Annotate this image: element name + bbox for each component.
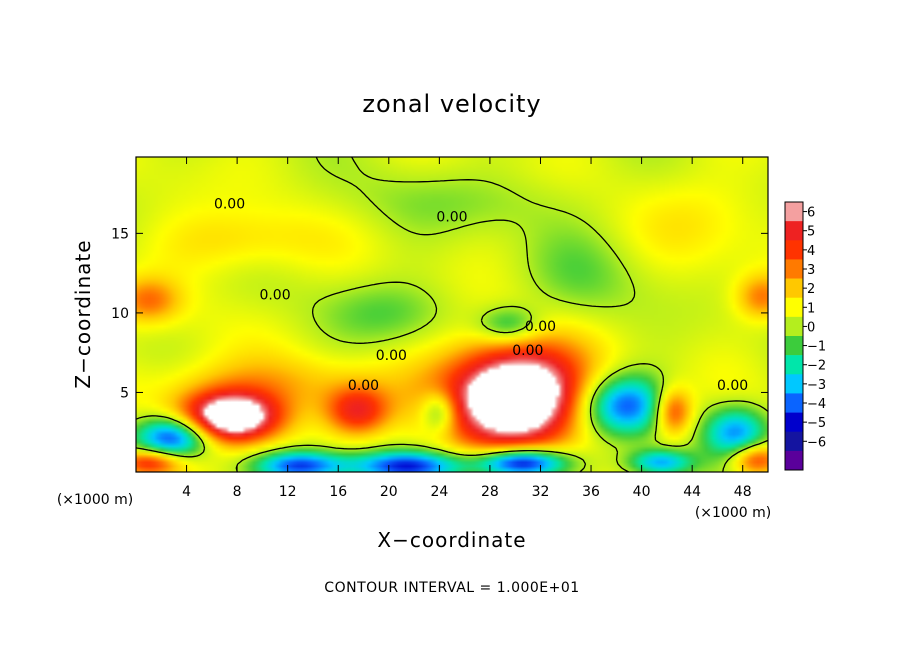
x-axis-ticks: 4 8 12 16 20 24 28 32 36 40 44 48 [182, 157, 752, 500]
contour-label: 0.00 [717, 378, 748, 394]
contour-label: 0.00 [512, 343, 543, 359]
colorbar-segment [785, 240, 803, 260]
x-tick-label: 40 [633, 484, 651, 500]
colorbar-tick-label: 4 [807, 244, 815, 259]
zero-contour-path [136, 157, 768, 472]
x-axis-left-unit: (×1000 m) [57, 492, 133, 508]
colorbar-segment [785, 393, 803, 413]
colorbar: 6 5 4 3 2 1 0 −1 −2 −3 −4 −5 −6 [784, 201, 826, 471]
contour-label: 0.00 [436, 209, 467, 225]
colorbar-tick-label: −2 [807, 359, 826, 374]
x-tick-label: 36 [582, 484, 600, 500]
x-tick-label: 20 [380, 484, 398, 500]
colorbar-segment [785, 355, 803, 375]
x-tick-label: 44 [683, 484, 701, 500]
colorbar-segment [785, 431, 803, 452]
contour-label: 0.00 [376, 348, 407, 364]
plot-area: 0.00 0.00 0.00 0.00 0.00 0.00 0.00 0.00 [135, 156, 769, 473]
x-tick-label: 16 [329, 484, 347, 500]
colorbar-segment [785, 316, 803, 337]
colorbar-tick-label: 5 [807, 225, 815, 240]
colorbar-tick-label: 6 [807, 206, 815, 221]
y-tick-label: 5 [120, 385, 129, 401]
contour-labels: 0.00 0.00 0.00 0.00 0.00 0.00 0.00 0.00 [214, 197, 748, 394]
contour-label: 0.00 [259, 287, 290, 303]
colorbar-segment [785, 221, 803, 241]
x-axis-right-unit: (×1000 m) [695, 505, 771, 521]
contour-label: 0.00 [525, 319, 556, 335]
contour-interval-note: CONTOUR INTERVAL = 1.000E+01 [324, 580, 579, 596]
colorbar-tick-label: 3 [807, 263, 815, 278]
plot-frame [135, 156, 769, 473]
colorbar-tick-label: 0 [807, 320, 815, 335]
contour-label: 0.00 [348, 378, 379, 394]
zero-contour-lines [136, 157, 768, 472]
colorbar-segment [785, 259, 803, 279]
colorbar-tick-label: −6 [807, 435, 826, 450]
colorbar-tick-label: −5 [807, 416, 826, 431]
colorbar-tick-label: −1 [807, 340, 826, 355]
y-axis-label: Z−coordinate [71, 239, 95, 388]
colorbar-tick-label: −4 [807, 397, 826, 412]
y-tick-label: 10 [111, 306, 129, 322]
chart-title: zonal velocity [362, 90, 541, 118]
x-axis-label: X−coordinate [377, 528, 526, 552]
colorbar-tick-label: 1 [807, 301, 815, 316]
contour-label: 0.00 [214, 197, 245, 213]
x-tick-label: 24 [430, 484, 448, 500]
colorbar-frame [784, 201, 804, 471]
colorbar-tick-label: 2 [807, 282, 815, 297]
x-tick-label: 48 [734, 484, 752, 500]
y-tick-label: 15 [111, 226, 129, 242]
velocity-field-heatmap [136, 157, 768, 472]
x-tick-label: 28 [481, 484, 499, 500]
colorbar-tick-label: −3 [807, 378, 826, 393]
colorbar-segment [785, 202, 803, 222]
x-tick-label: 4 [182, 484, 191, 500]
colorbar-segment [785, 374, 803, 394]
colorbar-segment [785, 278, 803, 299]
x-tick-label: 32 [532, 484, 550, 500]
x-tick-label: 12 [279, 484, 297, 500]
colorbar-segment [785, 412, 803, 433]
colorbar-segment [785, 297, 803, 318]
colorbar-segment [785, 450, 803, 471]
colorbar-segment [785, 336, 803, 356]
x-tick-label: 8 [233, 484, 242, 500]
y-axis-ticks: 5 10 15 [111, 226, 768, 401]
